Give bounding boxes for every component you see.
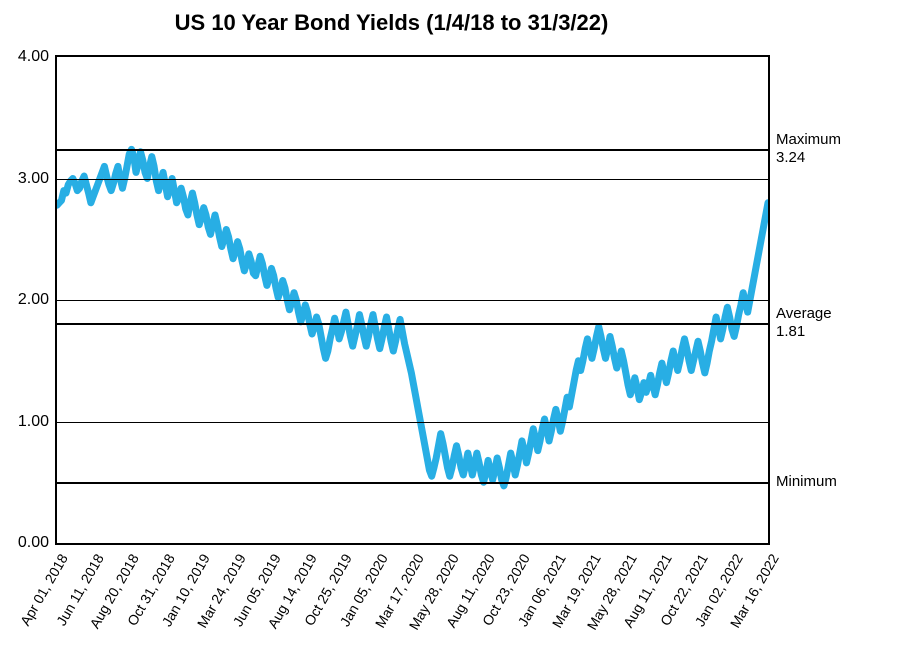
yield-line [57,149,768,486]
y-axis-tick-label: 2.00 [18,291,49,309]
reference-label-maximum: Maximum3.24 [776,131,841,167]
reference-label-minimum: Minimum [776,473,837,491]
y-axis-tick-label: 1.00 [18,413,49,431]
y-gridline [57,300,768,301]
y-gridline [57,422,768,423]
reference-label-average: Average1.81 [776,305,832,341]
reference-line-average [57,323,768,325]
y-axis-tick-label: 0.00 [18,534,49,552]
chart-container: US 10 Year Bond Yields (1/4/18 to 31/3/2… [0,0,903,671]
y-axis-tick-label: 4.00 [18,48,49,66]
plot-area: Apr 01, 2018Jun 11, 2018Aug 20, 2018Oct … [55,55,770,545]
y-gridline [57,179,768,180]
reference-line-maximum [57,149,768,151]
y-axis-tick-label: 3.00 [18,170,49,188]
chart-title: US 10 Year Bond Yields (1/4/18 to 31/3/2… [0,10,783,36]
reference-line-minimum [57,482,768,484]
x-axis-labels: Apr 01, 2018Jun 11, 2018Aug 20, 2018Oct … [57,543,768,663]
